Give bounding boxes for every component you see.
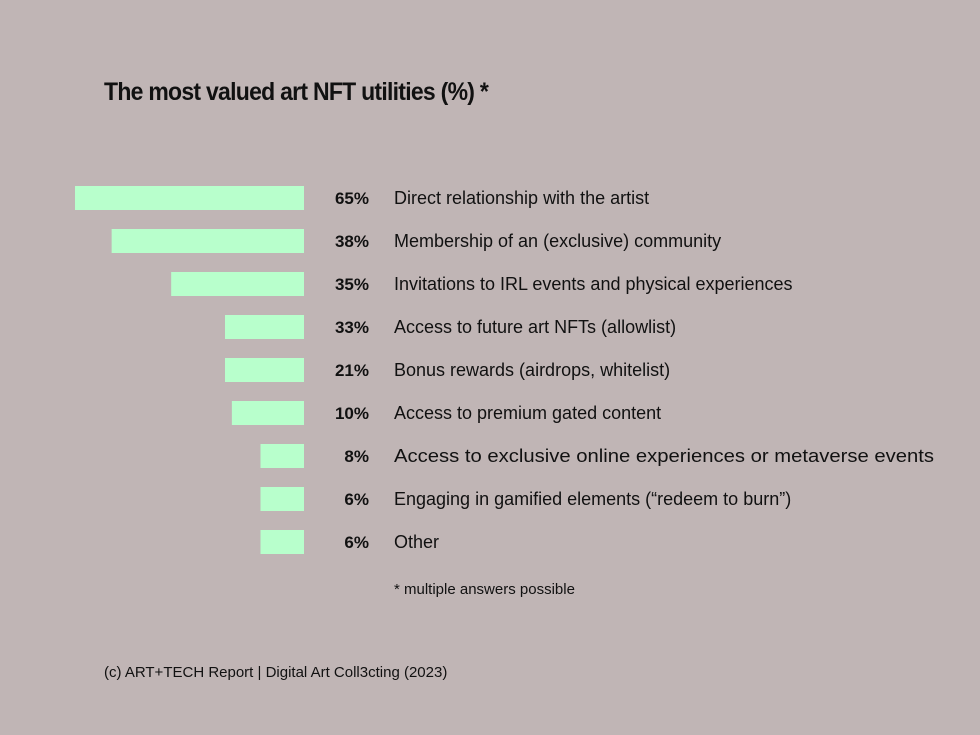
- footnote: * multiple answers possible: [394, 581, 575, 598]
- value-label-8: 6%: [344, 490, 369, 509]
- bar-6: [231, 401, 304, 425]
- bar-5: [224, 358, 304, 382]
- bar-4: [224, 315, 304, 339]
- value-label-3: 35%: [335, 275, 369, 294]
- bar-3: [171, 272, 304, 296]
- value-label-5: 21%: [335, 361, 369, 380]
- bar-1: [75, 186, 304, 210]
- bar-7: [260, 444, 304, 468]
- category-label-7: Access to exclusive online experiences o…: [394, 446, 934, 466]
- chart-title: The most valued art NFT utilities (%) *: [104, 78, 489, 106]
- category-label-1: Direct relationship with the artist: [394, 188, 649, 208]
- category-label-5: Bonus rewards (airdrops, whitelist): [394, 360, 670, 380]
- category-label-3: Invitations to IRL events and physical e…: [394, 274, 793, 294]
- bar-2: [111, 229, 304, 253]
- value-label-1: 65%: [335, 189, 369, 208]
- value-label-9: 6%: [344, 533, 369, 552]
- value-label-4: 33%: [335, 318, 369, 337]
- value-label-6: 10%: [335, 404, 369, 423]
- category-label-9: Other: [394, 532, 439, 552]
- category-label-8: Engaging in gamified elements (“redeem t…: [394, 489, 791, 509]
- bar-9: [260, 530, 304, 554]
- category-label-4: Access to future art NFTs (allowlist): [394, 317, 676, 337]
- value-label-7: 8%: [344, 447, 369, 466]
- bar-8: [260, 487, 304, 511]
- category-label-2: Membership of an (exclusive) community: [394, 231, 721, 251]
- value-label-2: 38%: [335, 232, 369, 251]
- source-credit: (c) ART+TECH Report | Digital Art Coll3c…: [104, 664, 448, 681]
- category-label-6: Access to premium gated content: [394, 403, 661, 423]
